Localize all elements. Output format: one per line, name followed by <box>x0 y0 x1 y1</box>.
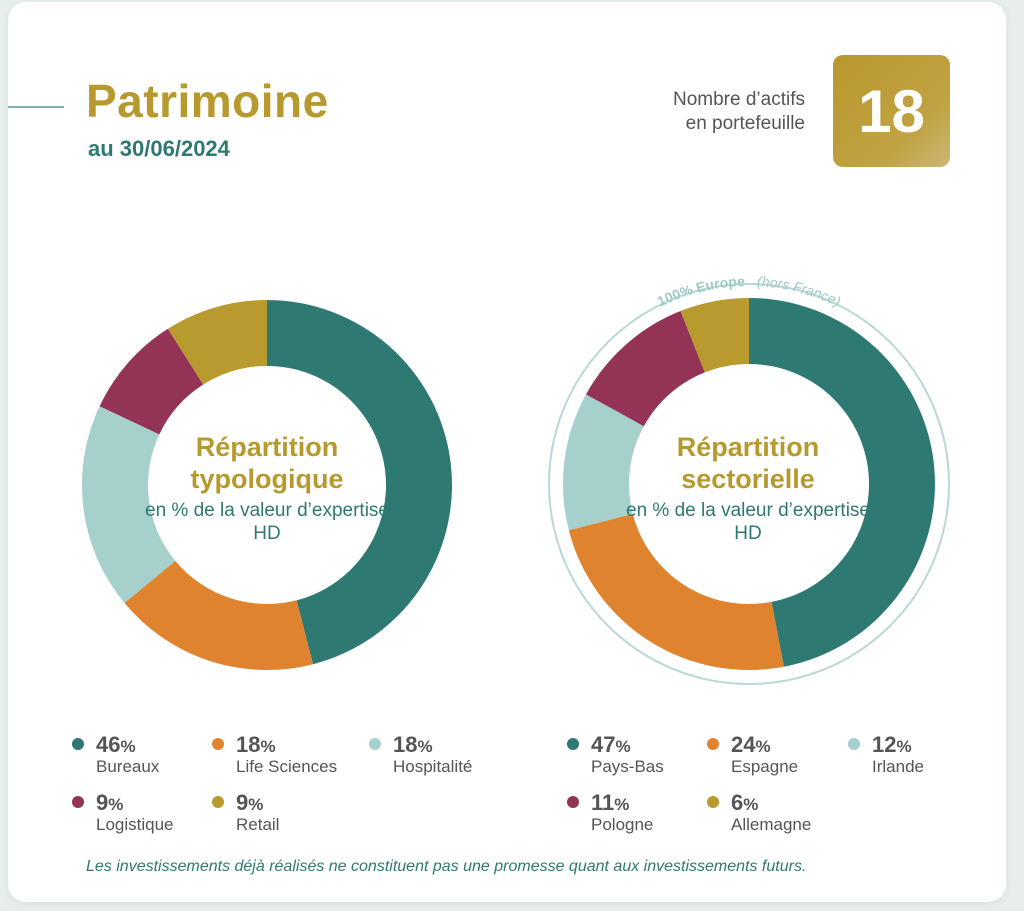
legend-dot <box>848 738 860 750</box>
donut-slice-logistique <box>99 328 204 435</box>
page-title: Patrimoine <box>86 75 329 127</box>
legend-value: 9 <box>96 790 109 815</box>
donut-slice-retail <box>167 300 267 385</box>
legend-dot <box>72 796 84 808</box>
donut-slice-hospitalit- <box>82 406 176 603</box>
donut-slice-allemagne <box>680 298 749 373</box>
donut-slice-pologne <box>586 311 705 427</box>
legend-dot <box>369 738 381 750</box>
legend-value: 12 <box>872 732 897 757</box>
legend-value: 18 <box>393 732 418 757</box>
legend-dot <box>707 738 719 750</box>
legend-dot <box>72 738 84 750</box>
legend-dot <box>212 796 224 808</box>
page-subtitle: au 30/06/2024 <box>88 136 230 161</box>
legend-value: 11 <box>591 790 615 815</box>
legend-dot <box>707 796 719 808</box>
legend-label: Bureaux <box>96 757 160 776</box>
asset-count-label-line1: Nombre d’actifs <box>673 89 805 110</box>
donut-slice-pays-bas <box>749 298 935 667</box>
ring-label-bold: 100% Europe <box>655 273 746 309</box>
legend-value: 9 <box>236 790 249 815</box>
legend-label: Irlande <box>872 757 924 776</box>
legend-value: 6 <box>731 790 744 815</box>
legend-label: Logistique <box>96 815 174 834</box>
legend-value: 24 <box>731 732 756 757</box>
donut-center-sectorielle: Répartition sectorielle en % de la valeu… <box>618 431 878 545</box>
asset-count-label: Nombre d’actifs en portefeuille <box>565 88 805 136</box>
donut-slice-life-sciences <box>124 560 314 670</box>
svg-text:100% Europe (hors France: 100% Europe (hors France) <box>655 273 844 309</box>
legend-dot <box>567 738 579 750</box>
disclaimer-footnote: Les investissements déjà réalisés ne con… <box>86 858 807 875</box>
europe-ring <box>548 283 950 685</box>
legend-label: Life Sciences <box>236 757 338 776</box>
chart-title-typologique: Répartition typologique <box>190 432 344 494</box>
legend-value: 18 <box>236 732 261 757</box>
donut-slice-espagne <box>568 513 784 670</box>
asset-count-badge: 18 <box>833 55 950 167</box>
legend-label: Hospitalité <box>393 757 473 776</box>
legend-value: 46 <box>96 732 121 757</box>
legend-value: 47 <box>591 732 616 757</box>
donut-chart-sectorielle <box>548 283 950 685</box>
chart-subtitle-sectorielle: en % de la valeur d’expertise HD <box>626 500 870 544</box>
legend-label: Pologne <box>591 815 654 834</box>
legend-label: Allemagne <box>731 815 812 834</box>
ring-label-italic: (hors France) <box>757 273 844 309</box>
legend-dot <box>567 796 579 808</box>
legend-dot <box>212 738 224 750</box>
legend-label: Espagne <box>731 757 799 776</box>
donut-slice-irlande <box>563 394 644 531</box>
legend-label: Retail <box>236 815 280 834</box>
donut-chart-typologique <box>82 300 453 670</box>
chart-subtitle-typologique: en % de la valeur d’expertise HD <box>145 500 389 544</box>
decorative-line <box>8 106 64 108</box>
asset-count-label-line2: en portefeuille <box>685 113 805 134</box>
donut-slice-bureaux <box>267 300 453 665</box>
legend-label: Pays-Bas <box>591 757 664 776</box>
chart-title-sectorielle: Répartition sectorielle <box>676 432 820 494</box>
europe-ring-label: 100% Europe (hors France) <box>655 273 844 309</box>
donut-center-typologique: Répartition typologique en % de la valeu… <box>137 431 397 545</box>
